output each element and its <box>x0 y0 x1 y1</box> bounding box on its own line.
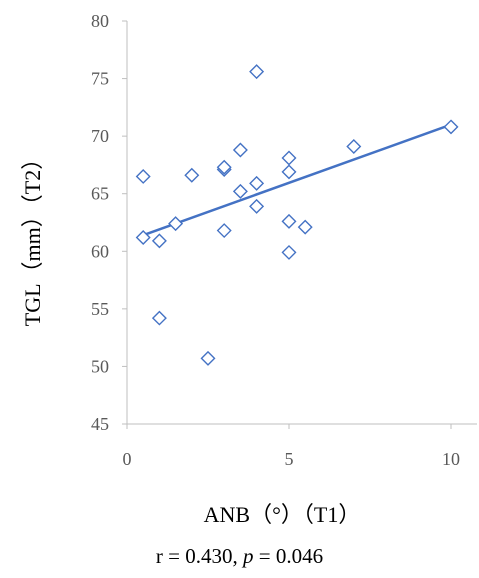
data-point <box>200 350 216 366</box>
data-point <box>281 150 297 166</box>
data-point <box>443 119 459 135</box>
y-axis-title: TGL（mm）（T2） <box>20 148 45 326</box>
y-tick-label: 55 <box>91 299 109 319</box>
trendline <box>142 123 452 237</box>
data-point <box>232 183 248 199</box>
data-point <box>281 244 297 260</box>
y-tick-label: 75 <box>91 69 109 89</box>
data-point <box>151 310 167 326</box>
correlation-caption: r = 0.430, p = 0.046 <box>0 545 479 567</box>
data-point <box>216 159 232 175</box>
data-point <box>135 168 151 184</box>
y-tick-label: 80 <box>91 11 109 31</box>
data-point <box>249 198 265 214</box>
data-point <box>297 219 313 235</box>
data-point <box>135 229 151 245</box>
data-point <box>281 213 297 229</box>
x-tick-label: 0 <box>123 449 132 469</box>
data-point <box>346 139 362 154</box>
p-symbol: p <box>243 544 254 568</box>
axes <box>122 20 477 429</box>
data-point <box>216 223 232 239</box>
data-point <box>281 164 297 180</box>
x-tick-label: 5 <box>285 449 294 469</box>
p-value-text: = 0.046 <box>253 544 324 568</box>
data-point <box>249 175 265 191</box>
data-point <box>249 64 265 80</box>
data-point <box>232 142 248 158</box>
y-tick-label: 70 <box>91 126 109 146</box>
y-tick-label: 60 <box>91 241 109 261</box>
x-tick-label: 10 <box>442 449 460 469</box>
data-point <box>151 233 167 249</box>
r-value-text: r = 0.430, <box>155 544 243 568</box>
tick-labels: 45 50 55 60 65 70 75 80 0 5 10 <box>91 11 460 469</box>
y-tick-label: 50 <box>91 356 109 376</box>
data-point <box>168 216 184 232</box>
trendline-group <box>142 123 452 237</box>
x-axis-title: ANB（°）（T1） <box>204 502 361 527</box>
y-tick-label: 65 <box>91 184 109 204</box>
data-point <box>184 167 200 183</box>
data-points <box>135 64 459 366</box>
y-tick-label: 45 <box>91 414 109 434</box>
